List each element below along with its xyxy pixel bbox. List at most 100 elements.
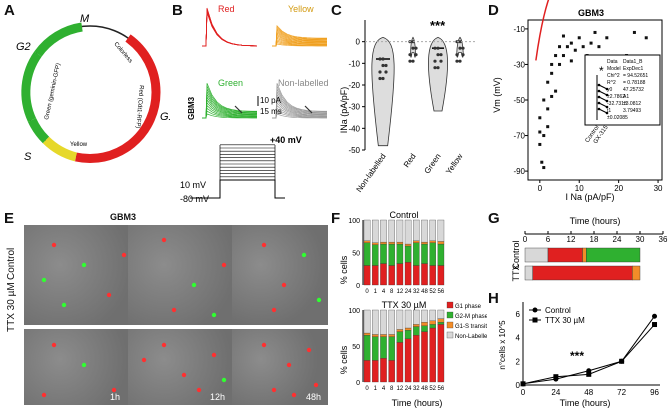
scatter-point-27	[644, 36, 648, 40]
stacked-bar-0-9-0	[437, 265, 445, 286]
scatter-point-3	[542, 98, 546, 102]
stacked-xlabel: Time (hours)	[392, 398, 443, 408]
violin-point-0-7	[381, 76, 385, 81]
stacked-xtick-1-1: 1	[374, 386, 378, 392]
cell-dot-22	[211, 352, 217, 358]
micro-image-control-1h	[24, 225, 144, 325]
stacked-xtick-1-0: 0	[365, 386, 369, 392]
timeline-bar-0-3	[586, 247, 641, 263]
stacked-bar-0-1-1	[372, 244, 379, 266]
cell-dot-8	[221, 262, 227, 268]
cell-dot-5	[41, 277, 47, 283]
stacked-bar-1-9-3	[437, 309, 445, 319]
violin-point-0-1	[381, 63, 385, 68]
stacked-bar-0-3-1	[388, 243, 395, 266]
timeline-tick-5: 30	[636, 235, 645, 244]
stacked-bar-0-6-0	[413, 265, 420, 286]
growth-sig: ***	[570, 349, 584, 363]
growth-ylabel: n°cells x 10^5	[498, 320, 507, 370]
stacked-bar-1-6-2	[413, 324, 420, 327]
panel-label-e: E	[4, 210, 15, 227]
violin-point-0-3	[378, 76, 382, 81]
stacked-xtick-1-4: 12	[397, 386, 404, 392]
scatter-xtick-1: 10	[575, 184, 584, 193]
scatter-point-13	[561, 54, 565, 58]
scatter-point-20	[589, 41, 593, 45]
timeline-bar-0-1	[547, 247, 583, 263]
green-arc	[21, 51, 42, 122]
violin-point-3-7	[458, 59, 462, 63]
inset-pair-a-2	[597, 95, 601, 99]
scatter-point-17	[577, 36, 581, 40]
timeline-bar-1-0	[524, 265, 533, 281]
violin-point-1-7	[411, 59, 415, 63]
micro-cells	[41, 237, 322, 398]
scatter-point-4	[542, 134, 546, 138]
inset-pair-a-3	[597, 101, 601, 105]
stacked-bar-0-1-0	[372, 265, 379, 286]
stacked-bar-1-2-1	[380, 336, 387, 359]
stacked-bar-0-4-2	[396, 241, 404, 245]
trace-green-0	[202, 113, 258, 119]
trace-red-1	[202, 8, 258, 47]
g1-label: G1	[160, 111, 170, 123]
scatter-ytick-1: -30	[513, 60, 525, 69]
violin-0	[371, 36, 395, 147]
violin-point-3-1	[458, 46, 462, 50]
stacked-bar-1-4-0	[396, 342, 404, 383]
cell-dot-9	[171, 307, 177, 313]
legend-label-0: G1 phase	[455, 304, 482, 310]
growth-point-1-2	[586, 371, 592, 377]
cell-dot-13	[301, 252, 307, 258]
stacked-bar-0-0-1	[363, 242, 371, 266]
scatter-point-0	[538, 142, 542, 146]
panel-label-c: C	[331, 2, 342, 19]
stacked-bar-1-5-3	[404, 309, 412, 329]
stacked-bar-1-8-3	[429, 309, 436, 321]
violin-point-2-0	[433, 46, 437, 50]
stacked-bar-0-9-1	[437, 243, 445, 266]
stacked-bar-1-6-0	[413, 335, 420, 383]
trace-red-6	[202, 10, 258, 47]
scatter-point-29	[538, 130, 542, 134]
stacked-bar-1-7-2	[421, 322, 428, 326]
stacked-bar-1-2-0	[380, 358, 387, 383]
violin-point-3-2	[461, 53, 465, 57]
stacked-bar-0-3-2	[388, 241, 395, 245]
inset-pair-a-0	[597, 83, 601, 87]
inset-box-val-2: ExpDec1	[623, 66, 644, 72]
inset-pair-b-3	[605, 105, 609, 109]
violin-point-0-5	[384, 63, 388, 68]
stacked-bar-1-9-1	[437, 322, 445, 325]
cell-dot-20	[161, 342, 167, 348]
trace-yellow-13	[272, 24, 328, 47]
legend-swatch-1	[446, 311, 454, 319]
scatter-xlabel: I Na (pA/pF)	[565, 192, 614, 202]
stacked-bar-1-1-0	[372, 360, 379, 383]
scatter-point-30	[546, 125, 550, 129]
v-step-lo: 10 mV	[180, 180, 206, 190]
cell-dot-28	[306, 347, 312, 353]
inset-box-val-12: ±3.0812	[623, 101, 641, 107]
timeline-bar-0-0	[524, 247, 549, 263]
inset-pair-4	[598, 108, 608, 114]
violin-point-1-3	[408, 59, 412, 63]
stacked-xtick-0-2: 4	[382, 289, 386, 295]
growth-legend-label-0: Control	[545, 306, 571, 315]
cell-dot-29	[271, 387, 277, 393]
stacked-xtick-0-9: 56	[438, 289, 445, 295]
timeline-row-1: TTX	[511, 265, 521, 282]
violin-point-2-6	[433, 59, 437, 63]
scatter-xtick-2: 20	[614, 184, 623, 193]
growth-xtick-2: 48	[584, 388, 593, 397]
violin-point-2-1	[436, 53, 440, 57]
panel-label-h: H	[488, 290, 499, 307]
violin-point-0-0	[378, 57, 382, 61]
stacked-bar-0-6-1	[413, 242, 420, 266]
inset-pair-a-4	[597, 107, 601, 111]
inset-box-key-6: R^2	[607, 80, 616, 86]
cell-dot-21	[181, 372, 187, 378]
legend-label-1: G2-M phase	[455, 314, 487, 320]
trace-red-3	[202, 9, 258, 47]
